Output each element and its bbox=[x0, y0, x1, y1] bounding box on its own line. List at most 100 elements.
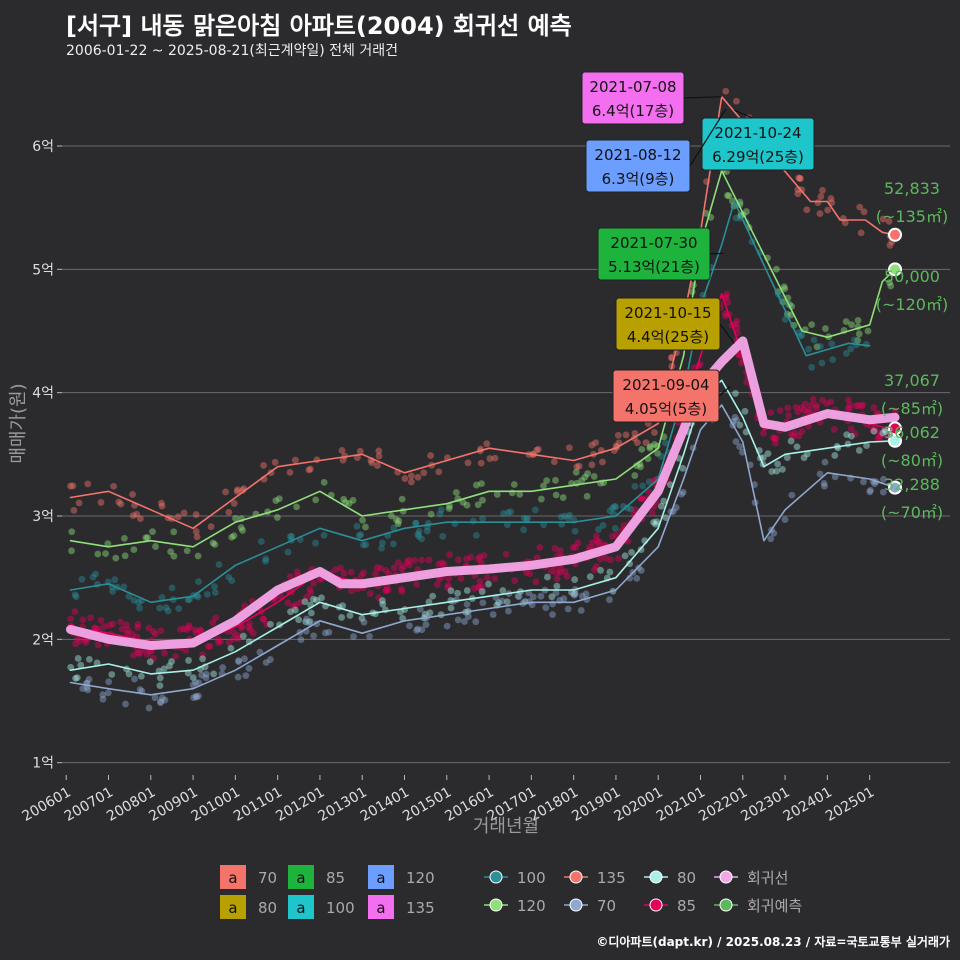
transaction-point bbox=[816, 210, 824, 217]
transaction-point bbox=[342, 499, 349, 506]
transaction-point bbox=[117, 500, 125, 508]
annotation-date: 2021-10-24 bbox=[714, 124, 801, 142]
transaction-point bbox=[112, 554, 120, 562]
transaction-point bbox=[180, 509, 188, 517]
transaction-point bbox=[150, 628, 157, 635]
annotation-date: 2021-07-08 bbox=[589, 78, 676, 96]
transaction-point bbox=[478, 588, 486, 595]
transaction-point bbox=[378, 544, 385, 552]
transaction-point bbox=[142, 534, 150, 542]
transaction-point bbox=[307, 609, 315, 617]
transaction-point bbox=[463, 587, 471, 594]
annotation-box bbox=[701, 117, 815, 171]
transaction-point bbox=[722, 312, 729, 320]
transaction-point bbox=[215, 561, 223, 568]
transaction-point bbox=[800, 454, 808, 462]
transaction-point bbox=[390, 564, 398, 572]
transaction-point bbox=[133, 510, 141, 518]
transaction-point bbox=[834, 444, 842, 452]
transaction-point bbox=[851, 336, 858, 344]
transaction-point bbox=[67, 615, 75, 623]
transaction-point bbox=[239, 632, 247, 640]
transaction-point bbox=[68, 528, 76, 536]
transaction-point bbox=[360, 569, 367, 577]
transaction-point bbox=[831, 473, 839, 481]
transaction-point bbox=[411, 556, 418, 564]
transaction-point bbox=[516, 491, 524, 498]
transaction-point bbox=[189, 674, 197, 681]
prediction-value: 37,067 bbox=[884, 371, 940, 390]
transaction-point bbox=[415, 532, 423, 540]
transaction-point bbox=[358, 614, 366, 622]
transaction-point bbox=[230, 500, 238, 507]
transaction-point bbox=[340, 569, 348, 577]
transaction-point bbox=[638, 445, 646, 453]
transaction-point bbox=[368, 459, 376, 467]
legend-box-swatch bbox=[368, 895, 394, 919]
transaction-point bbox=[784, 404, 792, 412]
legend-line-label: 120 bbox=[517, 897, 546, 915]
transaction-point bbox=[510, 481, 518, 488]
transaction-point bbox=[479, 515, 486, 523]
transaction-point bbox=[637, 567, 645, 574]
transaction-point bbox=[339, 456, 347, 464]
transaction-point bbox=[480, 552, 488, 559]
transaction-point bbox=[846, 401, 854, 409]
prediction-value: 50,000 bbox=[884, 267, 940, 286]
annotation-leader bbox=[718, 386, 731, 397]
transaction-point bbox=[421, 610, 429, 618]
legend-box-swatch bbox=[220, 895, 246, 919]
transaction-point bbox=[407, 478, 415, 486]
transaction-point bbox=[211, 583, 218, 591]
transaction-point bbox=[770, 434, 777, 441]
transaction-point bbox=[779, 465, 786, 473]
prediction-value: 52,833 bbox=[884, 179, 940, 198]
annotation-price: 6.4억(17층) bbox=[592, 102, 674, 120]
transaction-point bbox=[770, 435, 778, 442]
transaction-point bbox=[286, 573, 294, 581]
transaction-point bbox=[182, 646, 190, 654]
transaction-point bbox=[536, 544, 544, 551]
transaction-point bbox=[293, 568, 301, 576]
transaction-point bbox=[846, 405, 854, 412]
transaction-point bbox=[168, 658, 175, 665]
transaction-point bbox=[412, 519, 420, 527]
transaction-point bbox=[192, 629, 200, 637]
transaction-point bbox=[607, 556, 614, 564]
transaction-point bbox=[814, 199, 822, 207]
transaction-point bbox=[186, 624, 194, 632]
transaction-point bbox=[537, 592, 545, 600]
transaction-point bbox=[486, 455, 494, 462]
transaction-point bbox=[479, 496, 486, 504]
transaction-point bbox=[275, 495, 283, 503]
transaction-point bbox=[657, 502, 665, 510]
transaction-point bbox=[400, 563, 407, 570]
transaction-point bbox=[537, 495, 545, 503]
transaction-point bbox=[71, 591, 79, 599]
transaction-point bbox=[242, 672, 250, 680]
transaction-point bbox=[790, 433, 797, 440]
transaction-point bbox=[378, 597, 386, 604]
transaction-point bbox=[131, 675, 138, 683]
series-line-120 bbox=[69, 169, 896, 548]
transaction-point bbox=[631, 482, 639, 490]
transaction-point bbox=[420, 469, 428, 477]
legend-line-marker bbox=[569, 870, 583, 884]
transaction-point bbox=[642, 439, 650, 447]
transaction-point bbox=[443, 622, 451, 630]
transaction-point bbox=[75, 499, 83, 507]
transaction-point bbox=[550, 458, 558, 466]
transaction-point bbox=[504, 508, 512, 516]
annotation-date: 2021-07-30 bbox=[610, 234, 697, 252]
transaction-point bbox=[130, 596, 138, 604]
transaction-point bbox=[72, 674, 79, 682]
series-line-regression bbox=[66, 336, 900, 650]
transaction-point bbox=[312, 496, 320, 504]
transaction-point bbox=[412, 519, 420, 527]
transaction-point bbox=[429, 592, 437, 600]
transaction-point bbox=[192, 528, 200, 535]
transaction-point bbox=[657, 453, 665, 460]
transaction-point bbox=[633, 462, 641, 470]
transaction-point bbox=[382, 586, 390, 594]
transaction-point bbox=[106, 621, 113, 629]
